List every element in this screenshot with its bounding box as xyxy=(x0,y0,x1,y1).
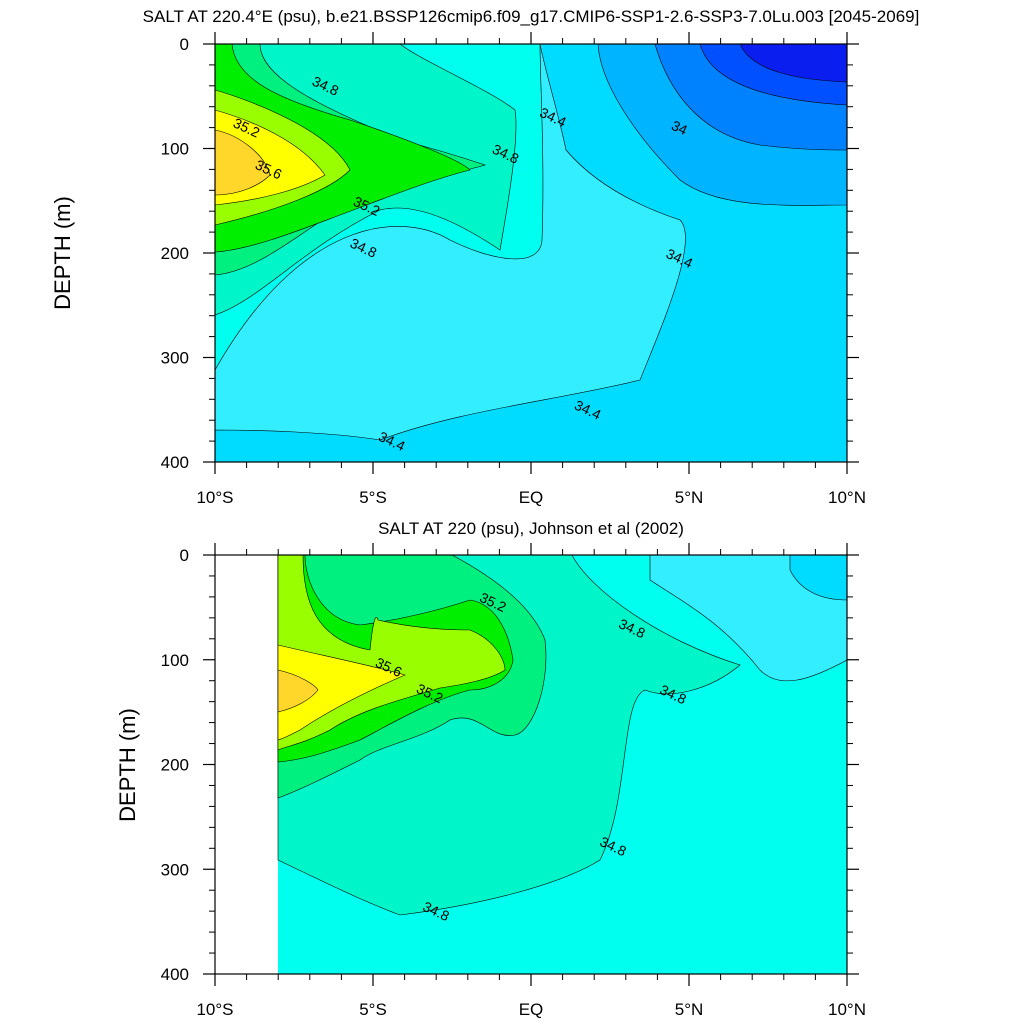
panel-2: SALT AT 220 (psu), Johnson et al (2002) … xyxy=(115,519,866,1019)
x-tick-label: 5°N xyxy=(675,488,704,507)
y-tick-label: 400 xyxy=(161,453,189,472)
p2-fill-fresh-34.6 xyxy=(649,555,847,682)
x-tick-label: 10°N xyxy=(828,1000,866,1019)
panel-1-ticks xyxy=(203,32,859,474)
panel-1-x-tick-labels: 10°S 5°S EQ 5°N 10°N xyxy=(196,488,866,507)
x-tick-label: 5°S xyxy=(359,1000,387,1019)
y-tick-label: 200 xyxy=(161,244,189,263)
panel-1-y-tick-labels: 0 100 200 300 400 xyxy=(161,35,189,472)
y-tick-label: 300 xyxy=(161,349,189,368)
panel-1-contour-fills xyxy=(215,44,847,462)
panel-2-contour-fills xyxy=(277,555,847,974)
y-tick-label: 100 xyxy=(161,140,189,159)
panel-1-plot-area: 34.835.235.635.234.834.834.4 3434.434.434… xyxy=(161,32,866,507)
panel-1-title: SALT AT 220.4°E (psu), b.e21.BSSP126cmip… xyxy=(143,7,920,26)
p1-fill-35.8 xyxy=(215,129,271,196)
panel-2-ylabel: DEPTH (m) xyxy=(115,708,140,822)
panel-2-title: SALT AT 220 (psu), Johnson et al (2002) xyxy=(378,519,684,538)
x-tick-label: 10°S xyxy=(196,488,233,507)
panel-2-ticks xyxy=(203,543,859,986)
y-tick-label: 400 xyxy=(161,965,189,984)
x-tick-label: 5°S xyxy=(359,488,387,507)
p2-fill-35.6 xyxy=(277,644,406,741)
y-tick-label: 200 xyxy=(161,756,189,775)
p2-fill-35.8 xyxy=(277,669,319,713)
x-tick-label: EQ xyxy=(519,488,544,507)
y-tick-label: 0 xyxy=(180,546,189,565)
y-tick-label: 100 xyxy=(161,651,189,670)
panel-1-ylabel: DEPTH (m) xyxy=(50,196,75,310)
panel-2-plot-area: 35.235.635.234.834.834.834.8 01002003004… xyxy=(161,543,866,1019)
y-tick-label: 0 xyxy=(180,35,189,54)
panel-2-y-tick-labels: 0 100 200 300 400 xyxy=(161,546,189,984)
panel-2-x-tick-labels: 10°S 5°S EQ 5°N 10°N xyxy=(196,1000,866,1019)
x-tick-label: EQ xyxy=(519,1000,544,1019)
panel-1: SALT AT 220.4°E (psu), b.e21.BSSP126cmip… xyxy=(50,7,919,507)
x-tick-label: 5°N xyxy=(675,1000,704,1019)
x-tick-label: 10°N xyxy=(828,488,866,507)
y-tick-label: 300 xyxy=(161,860,189,879)
contour-label: 34 xyxy=(669,117,690,138)
x-tick-label: 10°S xyxy=(196,1000,233,1019)
